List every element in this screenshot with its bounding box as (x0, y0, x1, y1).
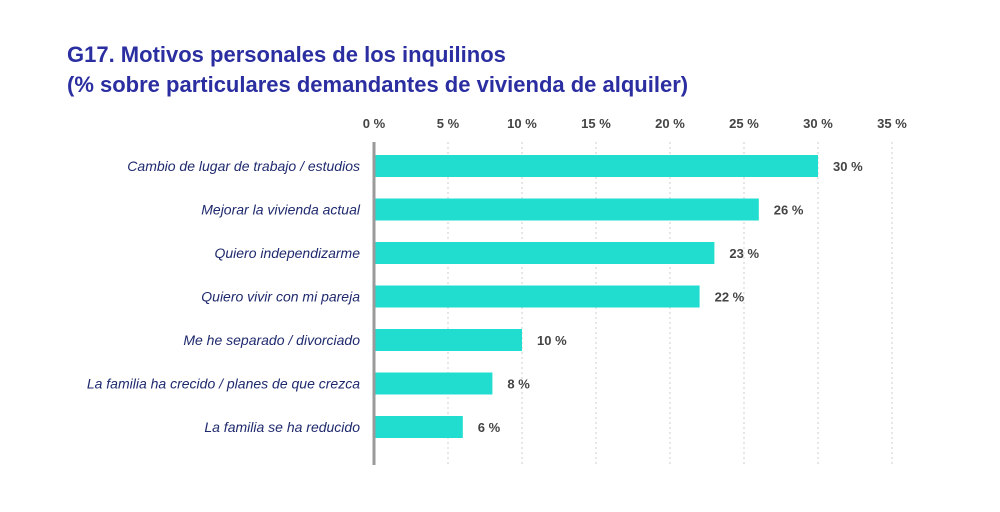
data-label: 10 % (537, 333, 567, 348)
x-tick-label: 20 % (655, 116, 685, 131)
chart-title-line-1: G17. Motivos personales de los inquilino… (67, 42, 506, 67)
data-label: 26 % (774, 203, 804, 218)
x-tick-label: 10 % (507, 116, 537, 131)
bar (374, 416, 463, 438)
chart-title-line-2: (% sobre particulares demandantes de viv… (67, 72, 689, 97)
category-label: Quiero independizarme (214, 245, 360, 261)
data-label: 6 % (478, 420, 501, 435)
category-label: Me he separado / divorciado (183, 332, 360, 348)
bar (374, 242, 715, 264)
category-label: La familia se ha reducido (204, 419, 360, 435)
x-tick-label: 35 % (877, 116, 907, 131)
category-label: La familia ha crecido / planes de que cr… (87, 376, 360, 392)
bar (374, 372, 493, 395)
data-label: 30 % (833, 159, 863, 174)
data-label: 23 % (729, 246, 759, 261)
category-label: Quiero vivir con mi pareja (201, 289, 360, 305)
bar (374, 155, 818, 177)
x-tick-label: 30 % (803, 116, 833, 131)
category-label: Mejorar la vivienda actual (201, 202, 361, 218)
bar (374, 329, 522, 351)
category-label: Cambio de lugar de trabajo / estudios (127, 158, 360, 174)
data-label: 22 % (715, 290, 745, 305)
x-tick-label: 15 % (581, 116, 611, 131)
bar (374, 198, 759, 221)
x-tick-label: 0 % (363, 116, 386, 131)
x-tick-label: 25 % (729, 116, 759, 131)
bar (374, 285, 700, 308)
data-label: 8 % (507, 377, 530, 392)
chart-title: G17. Motivos personales de los inquilino… (67, 40, 688, 100)
x-tick-label: 5 % (437, 116, 460, 131)
